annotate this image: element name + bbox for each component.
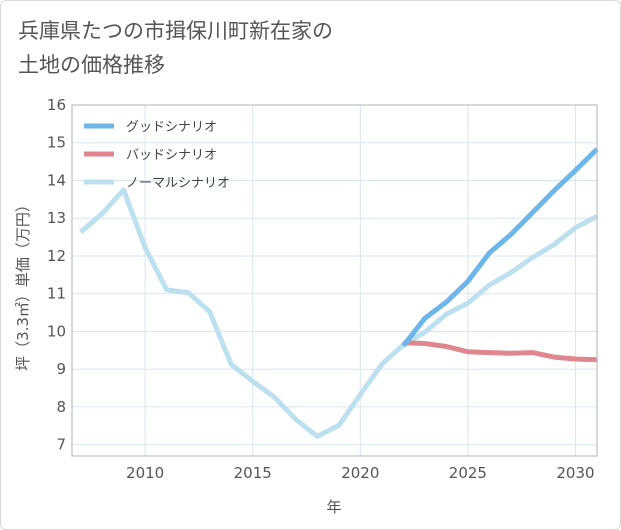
- x-tick-label: 2025: [449, 464, 487, 482]
- x-tick-label: 2015: [234, 464, 272, 482]
- y-axis-ticks: 7 8 9 10 11 12 13 14 15 16: [47, 96, 66, 454]
- y-tick-label: 10: [47, 322, 66, 340]
- y-tick-label: 8: [56, 398, 66, 416]
- legend-label: ノーマルシナリオ: [126, 176, 230, 191]
- y-tick-label: 16: [47, 96, 66, 114]
- plot-border: [71, 104, 598, 457]
- y-tick-label: 9: [56, 360, 66, 378]
- x-tick-label: 2010: [126, 464, 164, 482]
- y-tick-label: 14: [47, 171, 66, 189]
- y-tick-label: 7: [56, 436, 66, 454]
- x-axis-ticks: 2010 2015 2020 2025 2030: [126, 464, 595, 482]
- legend-label: バッドシナリオ: [126, 148, 217, 163]
- y-tick-label: 11: [47, 285, 66, 303]
- series-lines: [78, 147, 599, 439]
- series-line-1: [403, 340, 598, 363]
- legend-label: グッドシナリオ: [126, 120, 217, 135]
- x-axis-label: 年: [326, 498, 341, 516]
- x-tick-label: 2030: [556, 464, 594, 482]
- y-axis-label: 坪（3.3㎡）単価（万円）: [14, 197, 32, 371]
- series-line-2: [78, 187, 599, 439]
- y-tick-label: 12: [47, 247, 66, 265]
- y-tick-label: 15: [47, 134, 66, 152]
- series-line-0: [401, 147, 599, 348]
- y-tick-label: 13: [47, 209, 66, 227]
- x-tick-label: 2020: [341, 464, 379, 482]
- chart-title: 兵庫県たつの市揖保川町新在家の 土地の価格推移: [18, 19, 333, 77]
